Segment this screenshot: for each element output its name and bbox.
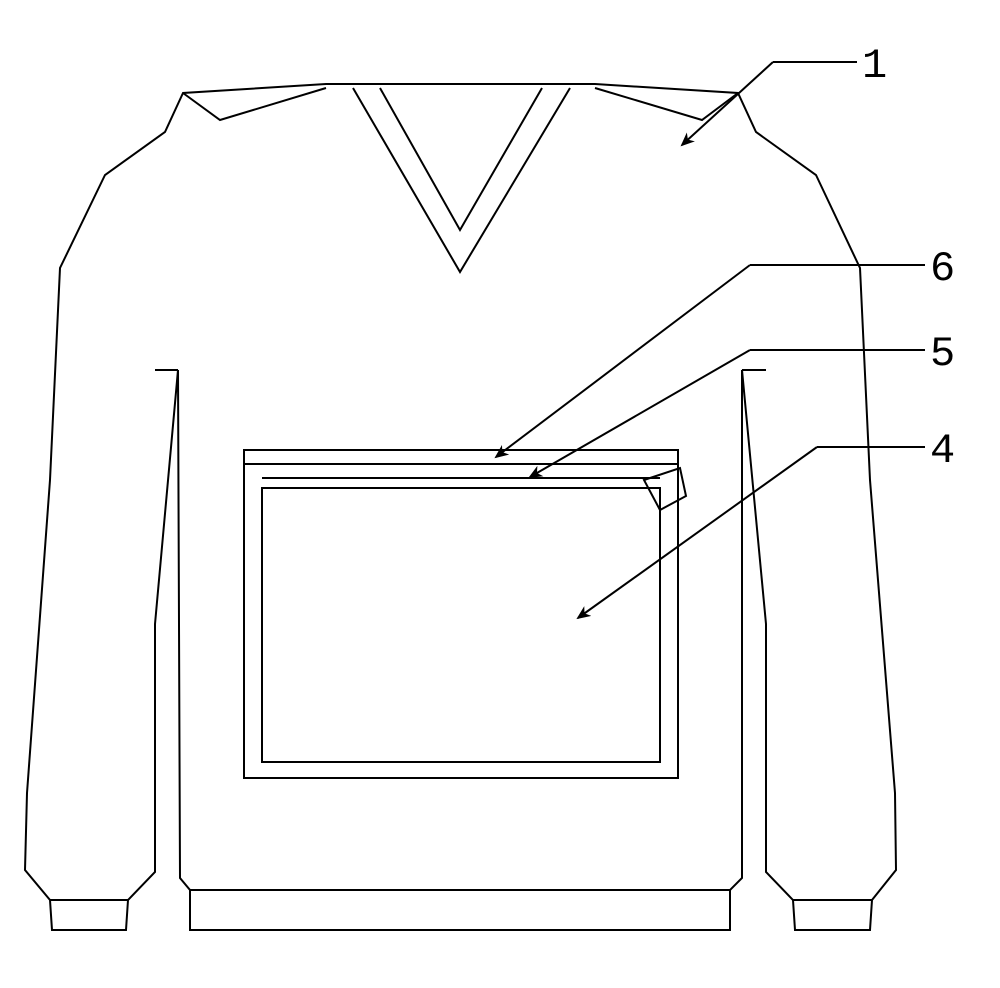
callout-arrow-6 xyxy=(496,265,750,457)
callout-label-1: 1 xyxy=(862,42,887,90)
pocket-group xyxy=(244,450,686,778)
shoulder-left xyxy=(183,88,326,120)
sweater-outline xyxy=(25,84,896,930)
callouts: 1654 xyxy=(496,42,955,618)
callout-arrow-4 xyxy=(578,447,817,618)
collar-outer xyxy=(353,88,570,272)
technical-drawing: 1654 xyxy=(0,0,1000,988)
shoulder-right xyxy=(595,88,738,120)
pocket-inner xyxy=(262,488,660,762)
pocket-outer xyxy=(244,450,678,778)
callout-label-6: 6 xyxy=(930,245,955,293)
callout-label-5: 5 xyxy=(930,330,955,378)
collar-inner xyxy=(380,88,542,230)
callout-arrow-5 xyxy=(530,350,750,477)
callout-label-4: 4 xyxy=(930,427,955,475)
callout-arrow-1 xyxy=(682,62,773,145)
